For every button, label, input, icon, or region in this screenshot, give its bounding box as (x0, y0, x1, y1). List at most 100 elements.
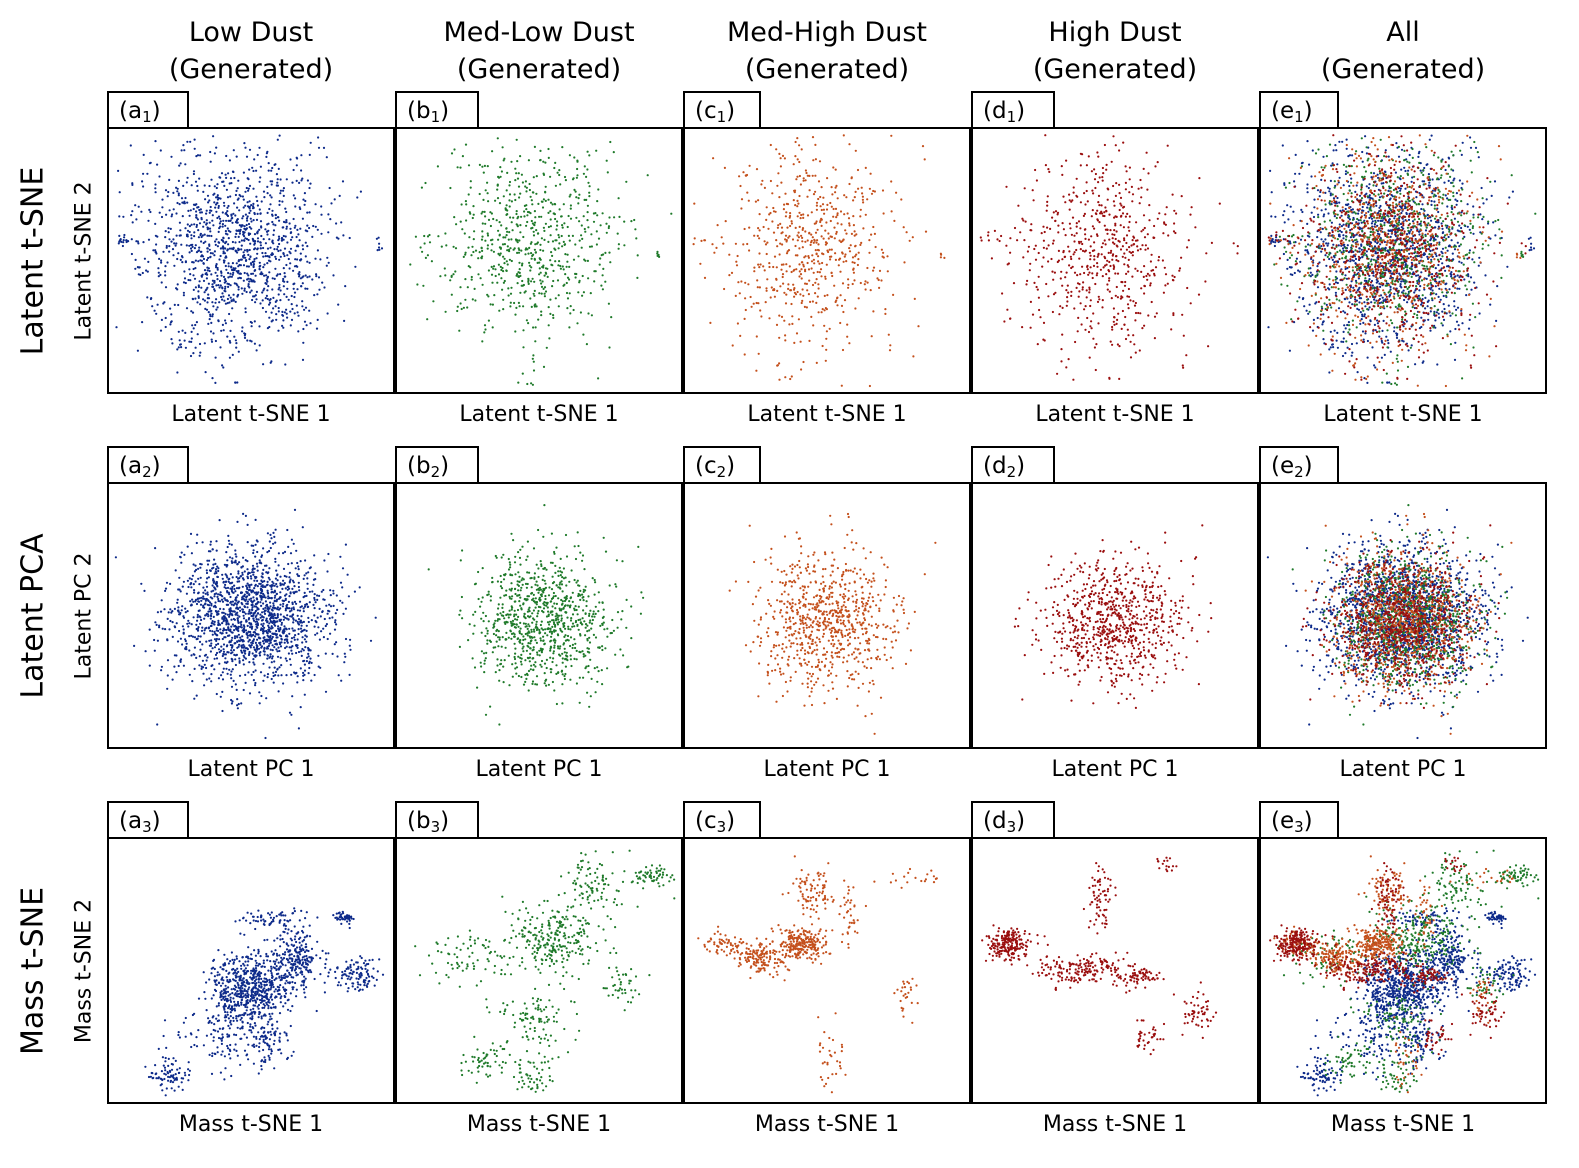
scatter-point (505, 260, 508, 263)
scatter-point (1366, 206, 1369, 209)
scatter-point (1060, 348, 1063, 351)
scatter-point (218, 301, 221, 304)
scatter-point (282, 234, 285, 238)
scatter-point (566, 297, 570, 300)
scatter-point (247, 277, 250, 280)
scatter-point (1449, 343, 1452, 346)
scatter-point (469, 180, 472, 183)
scatter-point (569, 312, 572, 315)
column-title-line2: (Generated) (394, 51, 684, 88)
scatter-point (1484, 274, 1487, 277)
scatter-point (1172, 313, 1175, 317)
scatter-point (1422, 360, 1425, 363)
scatter-point (575, 216, 578, 219)
scatter-point (210, 178, 213, 181)
scatter-point (131, 210, 134, 213)
scatter-point (231, 262, 234, 265)
scatter-point (196, 218, 199, 221)
scatter-point (560, 215, 563, 218)
scatter-point (1403, 298, 1406, 302)
scatter-point (1130, 244, 1133, 247)
scatter-point (234, 221, 238, 224)
scatter-point (196, 189, 199, 192)
scatter-point (222, 295, 225, 298)
scatter-point (1387, 291, 1390, 294)
scatter-point (208, 269, 211, 273)
scatter-point (224, 285, 227, 288)
scatter-point (316, 228, 319, 231)
scatter-point (317, 276, 321, 279)
scatter-point (1376, 319, 1379, 322)
scatter-point (1407, 292, 1410, 295)
scatter-point (1437, 295, 1440, 298)
scatter-point (1181, 313, 1184, 316)
scatter-point (1441, 291, 1444, 294)
scatter-point (776, 364, 779, 367)
scatter-point (240, 287, 243, 290)
scatter-point (1370, 176, 1373, 179)
scatter-point (794, 204, 797, 207)
scatter-point (790, 270, 793, 274)
scatter-point (576, 174, 579, 177)
scatter-point (258, 261, 261, 264)
scatter-point (169, 307, 172, 310)
scatter-point (578, 239, 581, 242)
scatter-point (428, 233, 431, 237)
scatter-point (237, 265, 240, 268)
scatter-point (480, 212, 483, 215)
scatter-point (1407, 349, 1410, 352)
scatter-point (219, 247, 222, 250)
scatter-point (1308, 163, 1311, 166)
scatter-point (1413, 225, 1416, 228)
scatter-point (244, 307, 247, 310)
scatter-point (276, 248, 279, 251)
scatter-point (533, 248, 536, 251)
scatter-point (1123, 239, 1126, 242)
scatter-point (543, 238, 546, 241)
scatter-point (1364, 135, 1367, 138)
scatter-point (779, 165, 782, 168)
scatter-point (523, 215, 526, 218)
scatter-point (223, 299, 226, 302)
scatter-point (460, 307, 463, 311)
scatter-point (1121, 255, 1124, 258)
scatter-point (1361, 273, 1365, 276)
scatter-point (840, 223, 843, 226)
scatter-point (237, 249, 240, 252)
scatter-point (1470, 288, 1473, 291)
scatter-point (834, 252, 837, 255)
scatter-point (1283, 183, 1286, 186)
scatter-point (468, 211, 471, 214)
scatter-point (244, 190, 247, 193)
scatter-point (1387, 342, 1390, 345)
scatter-point (1387, 189, 1390, 192)
scatter-point (505, 213, 508, 216)
scatter-point (1358, 194, 1362, 197)
panel-tag: (a1) (107, 91, 189, 129)
scatter-point (843, 213, 846, 216)
scatter-point (218, 176, 221, 179)
scatter-point (608, 216, 611, 219)
scatter-point (503, 157, 506, 160)
scatter-point (820, 275, 823, 278)
scatter-point (1300, 208, 1303, 211)
scatter-point (1395, 203, 1398, 206)
scatter-point (816, 295, 819, 298)
scatter-point (786, 250, 789, 253)
scatter-point (289, 231, 292, 235)
scatter-point (512, 216, 515, 219)
scatter-point (228, 312, 231, 316)
scatter-point (306, 224, 309, 227)
scatter-point (122, 239, 125, 242)
scatter-point (222, 219, 225, 222)
scatter-point (556, 279, 560, 282)
scatter-point (444, 232, 447, 235)
scatter-point (259, 247, 262, 250)
panel-tag-close: ) (1304, 98, 1313, 124)
scatter-point (279, 299, 282, 302)
scatter-point (1131, 193, 1135, 196)
scatter-point (182, 291, 185, 294)
scatter-point (854, 244, 857, 247)
scatter-point (1343, 324, 1346, 327)
scatter-point (196, 154, 200, 157)
